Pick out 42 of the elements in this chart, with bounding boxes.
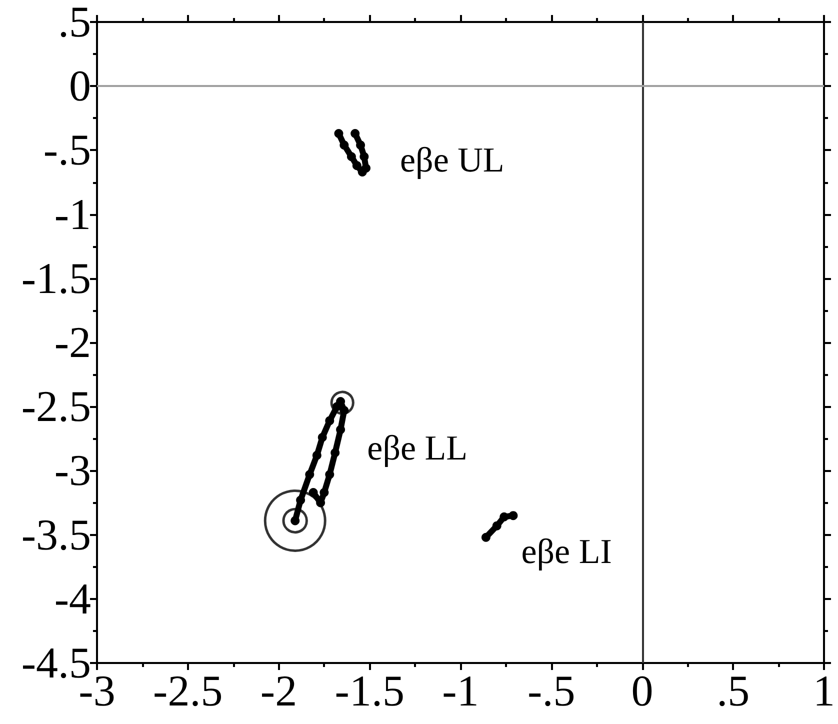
y-tick-label: -3 [54, 446, 91, 496]
point [320, 488, 329, 497]
series-label: eβe LI [521, 532, 612, 571]
x-tick-label: -2 [260, 666, 298, 716]
point [362, 164, 370, 173]
point [352, 161, 362, 170]
point [356, 140, 366, 150]
y-tick-label: -4 [54, 574, 91, 624]
point [481, 532, 490, 542]
y-tick-label: -1 [54, 190, 91, 239]
y-tick-label: -3.5 [21, 510, 91, 560]
point [325, 416, 334, 426]
y-tick-label: -1.5 [21, 254, 91, 303]
point [340, 140, 349, 150]
point [318, 432, 327, 442]
point [508, 511, 518, 520]
point [336, 425, 346, 434]
series-label: eβe LL [367, 428, 468, 468]
x-tick-label: .5 [716, 666, 750, 716]
x-tick-label: 1 [813, 666, 835, 716]
y-tick-label: 0 [69, 62, 91, 111]
point [500, 512, 509, 522]
point [305, 470, 314, 480]
x-tick-label: -1 [442, 666, 479, 716]
y-tick-label: -2 [54, 318, 91, 367]
x-tick-label: 0 [631, 666, 654, 716]
y-tick-label: -2.5 [21, 382, 91, 432]
x-tick-label: -2.5 [153, 666, 223, 716]
series-label: eβe UL [400, 140, 504, 180]
point [296, 496, 306, 505]
point [346, 152, 356, 162]
point [350, 129, 360, 138]
point [330, 448, 340, 458]
point [492, 521, 502, 530]
x-tick-label: -1.5 [334, 666, 404, 716]
y-tick-label: .5 [58, 0, 91, 46]
point [334, 129, 344, 138]
point [360, 152, 369, 162]
y-tick-label: -.5 [43, 126, 91, 175]
point [312, 450, 322, 460]
point [325, 470, 334, 480]
x-tick-label: -.5 [528, 666, 576, 716]
